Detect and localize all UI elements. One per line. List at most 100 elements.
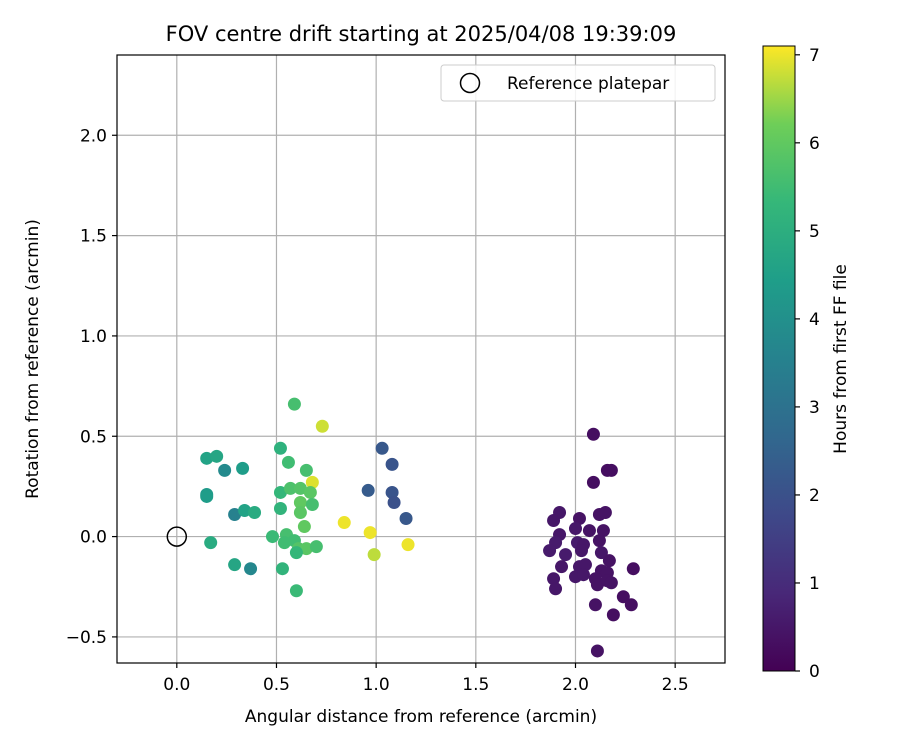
scatter-point (586, 427, 600, 441)
y-tick-label: 0.5 (80, 427, 107, 447)
scatter-point (228, 558, 242, 572)
x-tick-label: 0.0 (163, 675, 190, 695)
colorbar-tick-label: 6 (809, 134, 820, 154)
y-tick-label: 0.0 (80, 528, 107, 548)
scatter-point (594, 546, 608, 560)
y-axis-label: Rotation from reference (arcmin) (23, 219, 43, 499)
scatter-point (244, 562, 258, 576)
scatter-point (576, 568, 590, 582)
scatter-point (293, 506, 307, 520)
scatter-point (297, 520, 311, 534)
colorbar-tick-label: 5 (809, 222, 820, 242)
scatter-point (315, 419, 329, 433)
scatter-point (586, 475, 600, 489)
y-axis-ticks: −0.5 0.0 0.5 1.0 1.5 2.0 (66, 126, 117, 648)
scatter-point (283, 481, 297, 495)
scatter-point (265, 530, 279, 544)
scatter-point (273, 501, 287, 515)
scatter-point (604, 463, 618, 477)
scatter-point (385, 457, 399, 471)
scatter-point (592, 534, 606, 548)
scatter-point (200, 489, 214, 503)
scatter-point (305, 475, 319, 489)
scatter-point (596, 524, 610, 538)
scatter-point (299, 463, 313, 477)
scatter-point (238, 503, 252, 517)
scatter-point (210, 449, 224, 463)
scatter-point (363, 526, 377, 540)
legend-box (440, 64, 716, 102)
colorbar-tick-label: 7 (809, 46, 820, 66)
scatter-point (305, 497, 319, 511)
scatter-point (218, 463, 232, 477)
scatter-point (559, 548, 573, 562)
colorbar-label: Hours from first FF file (831, 264, 851, 454)
scatter-point (289, 584, 303, 598)
scatter-point (387, 495, 401, 509)
scatter-point (574, 544, 588, 558)
scatter-point (549, 582, 563, 596)
scatter-point (547, 514, 561, 528)
grid-lines (117, 55, 725, 663)
scatter-point (375, 441, 389, 455)
scatter-point (204, 536, 218, 550)
scatter-point (361, 483, 375, 497)
x-tick-label: 1.0 (363, 675, 390, 695)
scatter-point (273, 485, 287, 499)
scatter-point (236, 461, 250, 475)
legend-marker (459, 72, 481, 94)
scatter-point (626, 562, 640, 576)
scatter-point (293, 495, 307, 509)
scatter-point (367, 548, 381, 562)
scatter-point (616, 590, 630, 604)
scatter-point (200, 451, 214, 465)
scatter-point (543, 544, 557, 558)
colorbar: 0 1 2 3 4 5 6 7 Hours from first FF file (762, 45, 851, 682)
scatter-point (588, 598, 602, 612)
x-axis-ticks: 0.0 0.5 1.0 1.5 2.0 2.5 (163, 663, 689, 695)
scatter-point (309, 540, 323, 554)
y-tick-label: −0.5 (66, 628, 107, 648)
scatter-point (598, 506, 612, 520)
scatter-point (303, 485, 317, 499)
scatter-point (606, 608, 620, 622)
scatter-point (299, 542, 313, 556)
legend-entry-reference: Reference platepar (507, 74, 669, 94)
scatter-point (590, 644, 604, 658)
x-tick-label: 1.5 (462, 675, 489, 695)
scatter-point (277, 536, 291, 550)
x-tick-label: 2.0 (562, 675, 589, 695)
scatter-point (399, 512, 413, 526)
scatter-point (273, 441, 287, 455)
scatter-point (401, 538, 415, 552)
scatter-point (385, 485, 399, 499)
scatter-point (555, 560, 569, 574)
legend: Reference platepar (440, 64, 716, 102)
scatter-point (604, 576, 618, 590)
scatter-point (293, 481, 307, 495)
scatter-point (582, 524, 596, 538)
scatter-point (248, 506, 262, 520)
y-tick-label: 1.0 (80, 327, 107, 347)
scatter-point (289, 546, 303, 560)
scatter-point (568, 522, 582, 536)
colorbar-tick-label: 3 (809, 398, 820, 418)
colorbar-tick-label: 4 (809, 310, 820, 330)
y-tick-label: 2.0 (80, 126, 107, 146)
scatter-point (228, 508, 242, 522)
scatter-point (578, 558, 592, 572)
scatter-point (602, 554, 616, 568)
scatter-point (281, 455, 295, 469)
scatter-point (547, 572, 561, 586)
data-points (200, 397, 640, 658)
scatter-point (337, 516, 351, 530)
colorbar-tick-label: 1 (809, 574, 820, 594)
scatter-point (287, 397, 301, 411)
colorbar-tick-label: 0 (809, 662, 820, 682)
scatter-point (275, 562, 289, 576)
reference-platepar-marker (166, 526, 188, 547)
y-tick-label: 1.5 (80, 227, 107, 247)
colorbar-ticks: 0 1 2 3 4 5 6 7 (795, 46, 820, 682)
plot-frame (116, 54, 726, 664)
